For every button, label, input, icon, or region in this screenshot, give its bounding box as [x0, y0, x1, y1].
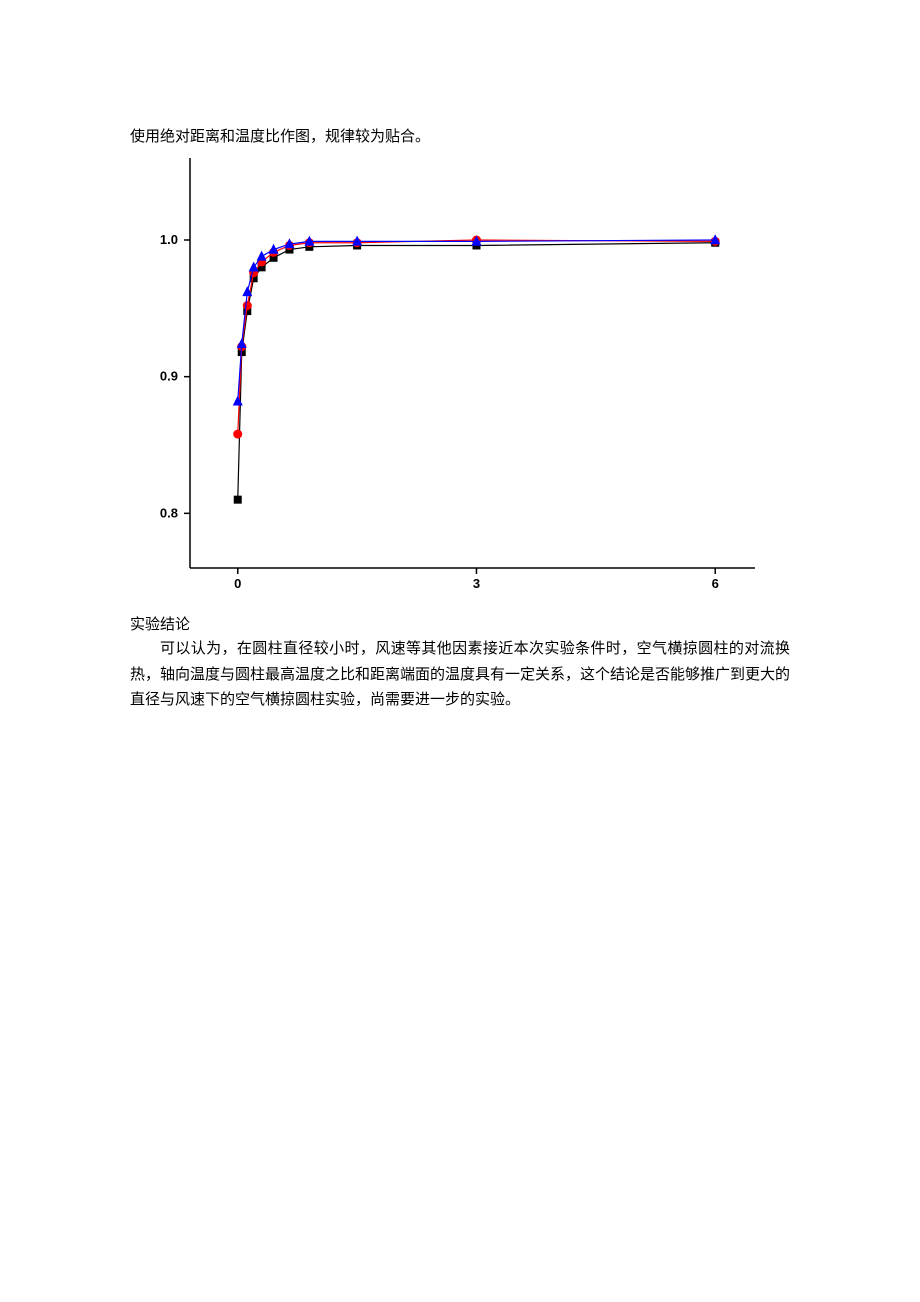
intro-text: 使用绝对距离和温度比作图，规律较为贴合。 — [130, 125, 790, 149]
xtick-label: 6 — [712, 576, 719, 591]
body-paragraph: 可以认为，在圆柱直径较小时，风速等其他因素接近本次实验条件时，空气横掠圆柱的对流… — [130, 637, 790, 714]
ytick-label: 0.8 — [160, 505, 178, 520]
series-red-circle-marker — [233, 430, 242, 439]
section-heading: 实验结论 — [130, 613, 790, 637]
ytick-label: 1.0 — [160, 232, 178, 247]
ytick-label: 0.9 — [160, 369, 178, 384]
xtick-label: 3 — [473, 576, 480, 591]
series-black-square-marker — [234, 496, 242, 504]
series-red-circle-marker — [243, 301, 252, 310]
xtick-label: 0 — [234, 576, 241, 591]
chart-svg: 0.8 0.9 1.0 0 3 6 — [130, 153, 760, 593]
chart-container: 0.8 0.9 1.0 0 3 6 — [130, 153, 760, 593]
